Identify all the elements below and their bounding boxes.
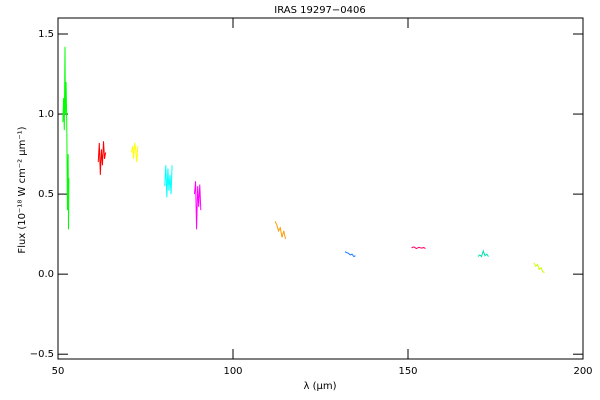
spectrum-line (533, 262, 545, 274)
spectrum-line (411, 246, 426, 250)
spectrum-line (274, 221, 286, 240)
x-tick-label: 200 (573, 366, 592, 377)
y-tick-label: 1.5 (38, 29, 54, 40)
x-axis-label: λ (μm) (303, 381, 336, 392)
y-axis-label: Flux (10⁻¹⁸ W cm⁻² μm⁻¹) (17, 126, 28, 253)
x-tick-label: 50 (52, 366, 65, 377)
spectrum-line (477, 249, 489, 258)
y-tick-label: 1.0 (38, 109, 54, 120)
y-tick-label: 0.5 (38, 189, 54, 200)
x-tick-label: 100 (223, 366, 242, 377)
spectrum-line (164, 165, 173, 198)
spectrum-line (62, 46, 70, 230)
chart-title: IRAS 19297−0406 (274, 5, 366, 16)
y-tick-label: −0.5 (30, 349, 54, 360)
spectrum-line (131, 142, 139, 163)
spectrum-line (97, 141, 107, 175)
y-tick-label: 0.0 (38, 269, 54, 280)
x-tick-label: 150 (398, 366, 417, 377)
spectrum-line (194, 181, 202, 230)
plot-frame (57, 17, 584, 360)
spectrum-line (344, 251, 356, 258)
